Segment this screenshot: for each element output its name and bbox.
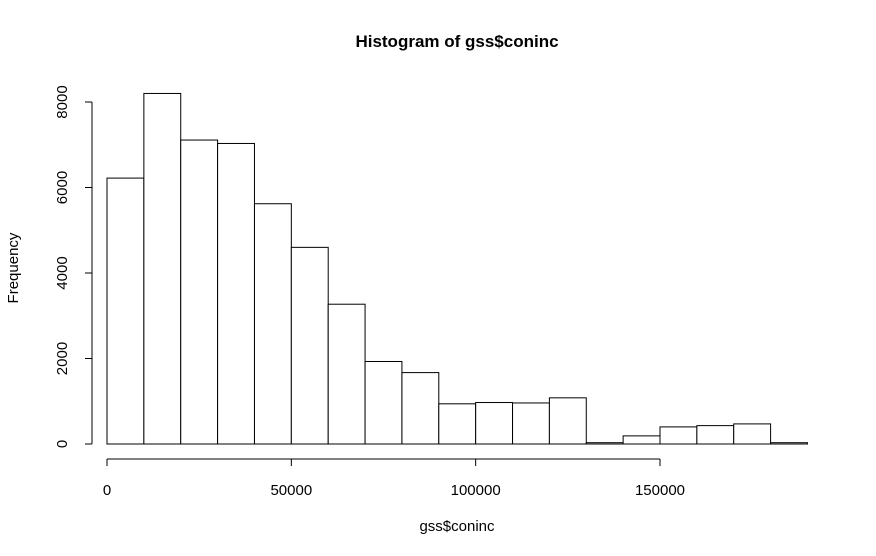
histogram-bar bbox=[475, 402, 514, 445]
y-axis: 0 2000 4000 6000 8000 bbox=[54, 85, 93, 448]
histogram-bar bbox=[770, 442, 808, 445]
histogram-bar bbox=[733, 423, 772, 445]
histogram-bar bbox=[253, 203, 292, 445]
y-tick-label: 8000 bbox=[54, 85, 71, 118]
y-tick-label: 6000 bbox=[54, 171, 71, 204]
bars-group bbox=[106, 92, 808, 445]
histogram-bar bbox=[143, 92, 182, 445]
x-tick-label: 150000 bbox=[635, 482, 685, 499]
histogram-bar bbox=[512, 402, 550, 445]
histogram-bar bbox=[548, 397, 587, 445]
histogram-bar bbox=[585, 442, 624, 445]
x-tick-label: 50000 bbox=[270, 482, 312, 499]
chart-title: Histogram of gss$coninc bbox=[355, 32, 558, 51]
histogram-bar bbox=[696, 425, 735, 445]
histogram-bar bbox=[364, 360, 403, 445]
x-axis: 0 50000 100000 150000 bbox=[103, 458, 685, 499]
histogram-bar bbox=[401, 372, 440, 445]
histogram-bar bbox=[659, 426, 698, 445]
x-axis-label: gss$coninc bbox=[419, 518, 495, 535]
histogram-bar bbox=[622, 435, 661, 445]
histogram-bar bbox=[290, 246, 329, 445]
y-axis-label: Frequency bbox=[5, 232, 22, 303]
y-tick-label: 0 bbox=[54, 440, 71, 448]
histogram-bar bbox=[180, 139, 219, 445]
y-tick-label: 2000 bbox=[54, 342, 71, 375]
x-tick-label: 100000 bbox=[451, 482, 501, 499]
histogram-bar bbox=[217, 142, 255, 445]
x-tick-label: 0 bbox=[103, 482, 111, 499]
histogram-bar bbox=[438, 403, 477, 445]
histogram-bar bbox=[106, 177, 145, 445]
y-tick-label: 4000 bbox=[54, 256, 71, 289]
histogram-bar bbox=[327, 303, 366, 445]
